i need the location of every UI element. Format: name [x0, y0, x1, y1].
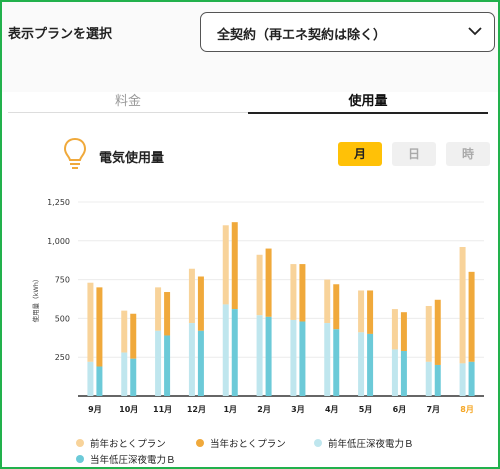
light-bulb-icon [63, 137, 87, 169]
y-tick-label: 250 [55, 353, 70, 362]
bar-prev-night [425, 361, 432, 396]
bar-prev-otoku [358, 290, 365, 333]
bar-cur-night [231, 309, 238, 396]
bar-cur-otoku [130, 313, 137, 359]
plan-selector-row: 表示プランを選択 全契約（再エネ契約は除く） [2, 2, 498, 92]
bar-prev-otoku [121, 310, 128, 353]
bar-cur-night [197, 330, 204, 396]
y-tick-label: 500 [55, 314, 70, 323]
bar-cur-otoku [468, 271, 475, 362]
x-tick-label: 3月 [291, 405, 305, 414]
bar-cur-night [265, 316, 272, 396]
y-tick-label: 1,250 [47, 198, 70, 207]
tab-bar: 料金 使用量 [8, 90, 496, 114]
bar-cur-otoku [333, 284, 340, 330]
bar-prev-night [324, 323, 331, 396]
unit-hour-button[interactable]: 時 [446, 142, 490, 166]
bar-cur-night [130, 358, 137, 396]
bar-cur-otoku [197, 276, 204, 331]
bar-prev-night [222, 304, 229, 396]
x-tick-label: 10月 [119, 405, 138, 414]
bar-cur-night [468, 361, 475, 396]
section-title: 電気使用量 [99, 151, 165, 166]
unit-day-button[interactable]: 日 [392, 142, 436, 166]
unit-month-button[interactable]: 月 [338, 142, 382, 166]
bar-cur-otoku [265, 248, 272, 317]
bar-prev-otoku [459, 247, 466, 364]
bar-prev-otoku [222, 225, 229, 305]
x-tick-label: 12月 [187, 405, 206, 414]
bar-cur-night [434, 364, 441, 396]
y-tick-label: 750 [55, 276, 70, 285]
legend-swatch [76, 439, 84, 447]
x-tick-label: 8月 [460, 405, 474, 414]
bar-prev-otoku [155, 287, 162, 331]
bar-cur-otoku [400, 312, 407, 351]
plan-select-label: 表示プランを選択 [8, 27, 113, 42]
bar-cur-otoku [299, 264, 306, 322]
plan-dropdown-value: 全契約（再エネ契約は除く） [217, 28, 387, 43]
bar-cur-night [400, 350, 407, 396]
chevron-down-icon [468, 27, 482, 36]
bar-cur-night [333, 329, 340, 396]
y-axis-label: 使用量（kWh） [31, 276, 40, 323]
y-tick-label: 1,000 [47, 237, 70, 246]
bar-prev-otoku [290, 264, 297, 320]
bar-prev-otoku [256, 254, 263, 316]
bar-prev-otoku [87, 282, 94, 362]
plan-dropdown[interactable]: 全契約（再エネ契約は除く） [200, 12, 495, 52]
x-tick-label: 9月 [88, 405, 102, 414]
bar-prev-night [188, 323, 195, 396]
bar-prev-night [290, 319, 297, 396]
tab-fee[interactable]: 料金 [8, 90, 248, 113]
legend-label: 当年おとくプラン [210, 439, 286, 450]
bar-cur-night [367, 333, 374, 396]
legend-label: 前年低圧深夜電力Ｂ [328, 439, 414, 450]
bar-prev-night [358, 332, 365, 396]
bar-cur-otoku [434, 299, 441, 365]
x-tick-label: 7月 [426, 405, 440, 414]
bar-prev-night [87, 361, 94, 396]
chart-legend: 前年おとくプラン 当年おとくプラン 前年低圧深夜電力Ｂ 当年低圧深夜電力Ｂ [2, 434, 498, 466]
x-tick-label: 6月 [393, 405, 407, 414]
legend-swatch [314, 439, 322, 447]
bar-cur-night [299, 321, 306, 396]
legend-swatch [76, 455, 84, 463]
x-tick-label: 11月 [153, 405, 172, 414]
bar-cur-night [164, 335, 171, 396]
legend-cur-night: 当年低圧深夜電力Ｂ [76, 452, 176, 466]
bar-prev-otoku [188, 268, 195, 324]
bar-cur-otoku [231, 222, 238, 310]
legend-label: 当年低圧深夜電力Ｂ [90, 455, 176, 466]
legend-prev-otoku: 前年おとくプラン [76, 436, 166, 450]
usage-chart: 250 500 750 1,000 1,250 使用量（kWh） 9月 10月 11月 12月 1月… [31, 198, 484, 414]
x-tick-label: 4月 [325, 405, 339, 414]
legend-cur-otoku: 当年おとくプラン [196, 436, 286, 450]
bar-cur-otoku [367, 290, 374, 334]
bar-prev-night [391, 349, 398, 396]
bar-prev-otoku [425, 305, 432, 362]
bar-prev-night [121, 352, 128, 396]
bar-cur-otoku [96, 287, 103, 367]
bar-prev-otoku [391, 309, 398, 350]
bar-prev-otoku [324, 279, 331, 324]
bar-prev-night [459, 363, 466, 396]
x-tick-label: 2月 [257, 405, 271, 414]
legend-swatch [196, 439, 204, 447]
legend-prev-night: 前年低圧深夜電力Ｂ [314, 436, 414, 450]
bar-cur-otoku [164, 292, 171, 336]
x-tick-label: 5月 [359, 405, 373, 414]
bar-prev-night [256, 315, 263, 396]
bar-prev-night [155, 330, 162, 396]
legend-label: 前年おとくプラン [90, 439, 166, 450]
bar-cur-night [96, 366, 103, 396]
usage-section-header: 電気使用量 月 日 時 [2, 132, 498, 172]
x-tick-label: 1月 [223, 405, 237, 414]
tab-usage[interactable]: 使用量 [248, 90, 488, 114]
